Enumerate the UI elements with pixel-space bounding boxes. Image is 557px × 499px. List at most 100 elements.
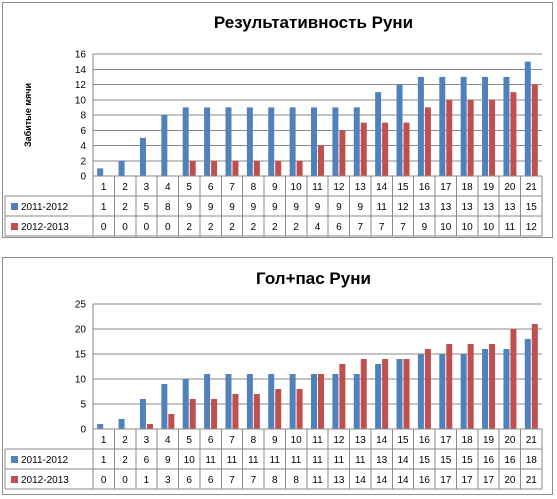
bar-2011-2012-9	[268, 107, 275, 176]
bar-2011-2012-1	[97, 168, 104, 176]
y-tick-label: 0	[80, 172, 86, 183]
x-tick-label: 10	[291, 435, 303, 446]
bar-2011-2012-19	[482, 349, 489, 429]
bar-2012-2013-11	[318, 374, 324, 429]
x-tick-label: 11	[312, 182, 323, 193]
data-label: 7	[251, 475, 257, 486]
data-label: 11	[312, 455, 323, 466]
x-tick-label: 21	[526, 182, 538, 193]
data-label: 1	[101, 455, 107, 466]
data-label: 7	[379, 222, 385, 233]
bar-2012-2013-15	[403, 122, 410, 176]
x-tick-label: 7	[229, 182, 235, 193]
chart-panel-goals-assists: Гол+пас Руни 0 5 10 15 20 25 1 2 3 4 5 6 7 8 9 10 11 12 13 1…	[2, 257, 553, 495]
x-tick-label: 16	[419, 182, 431, 193]
data-label: 11	[505, 222, 516, 233]
x-tick-label: 21	[526, 435, 538, 446]
bar-2012-2013-5	[189, 160, 196, 176]
data-label: 9	[186, 202, 192, 213]
bar-2012-2013-12	[339, 364, 346, 429]
data-label: 5	[144, 202, 150, 213]
x-tick-label: 20	[504, 182, 516, 193]
bar-2011-2012-21	[524, 61, 531, 176]
bar-2011-2012-15	[396, 84, 403, 176]
data-label: 13	[333, 475, 345, 486]
data-label: 9	[251, 202, 257, 213]
data-label: 9	[336, 202, 342, 213]
bar-2011-2012-17	[439, 354, 446, 429]
bar-2011-2012-6	[204, 374, 211, 429]
x-tick-label: 3	[144, 182, 150, 193]
x-tick-label: 6	[208, 435, 214, 446]
bar-2012-2013-4	[168, 414, 175, 429]
data-label: 11	[248, 455, 259, 466]
bar-2011-2012-12	[332, 107, 339, 176]
x-tick-label: 19	[483, 435, 495, 446]
bar-2012-2013-5	[189, 399, 196, 429]
data-label: 6	[144, 455, 150, 466]
x-tick-label: 5	[186, 435, 192, 446]
data-label: 8	[272, 475, 278, 486]
x-tick-label: 8	[251, 435, 257, 446]
data-label: 17	[440, 475, 452, 486]
bar-2011-2012-15	[396, 359, 403, 429]
data-label: 13	[483, 202, 495, 213]
data-label: 1	[144, 475, 150, 486]
data-label: 9	[208, 202, 214, 213]
bar-2012-2013-19	[489, 344, 496, 429]
x-tick-label: 11	[312, 435, 323, 446]
x-tick-label: 1	[101, 182, 107, 193]
bar-2012-2013-17	[446, 344, 453, 429]
bar-2011-2012-16	[417, 354, 424, 429]
bar-2011-2012-11	[311, 374, 317, 429]
bar-2012-2013-10	[296, 160, 303, 176]
x-tick-label: 15	[397, 435, 409, 446]
bar-2011-2012-20	[503, 76, 510, 176]
y-tick-label: 2	[80, 156, 86, 167]
bar-2011-2012-17	[439, 76, 446, 176]
y-tick-label: 4	[80, 141, 86, 152]
data-label: 6	[336, 222, 342, 233]
data-label: 0	[122, 222, 128, 233]
data-label: 3	[165, 475, 171, 486]
y-tick-label: 20	[75, 325, 87, 336]
bar-2012-2013-3	[146, 424, 153, 429]
data-label: 10	[184, 455, 196, 466]
data-label: 0	[165, 222, 171, 233]
data-label: 17	[462, 475, 474, 486]
bar-2012-2013-8	[253, 160, 260, 176]
x-tick-label: 12	[333, 435, 345, 446]
bar-2011-2012-14	[375, 92, 382, 176]
bar-2011-2012-13	[353, 374, 360, 429]
bar-2012-2013-21	[531, 324, 538, 429]
bar-2011-2012-5	[182, 107, 189, 176]
bar-2012-2013-15	[403, 359, 410, 429]
bar-2012-2013-10	[296, 389, 303, 429]
bar-2012-2013-6	[211, 399, 218, 429]
bar-2011-2012-21	[524, 339, 531, 429]
data-label: 9	[293, 202, 299, 213]
data-label: 2	[251, 222, 257, 233]
x-tick-label: 6	[208, 182, 214, 193]
x-tick-label: 2	[122, 182, 128, 193]
x-tick-label: 9	[272, 435, 278, 446]
x-tick-label: 12	[333, 182, 345, 193]
data-label: 11	[334, 455, 345, 466]
legend-label: 2012-2013	[21, 222, 69, 233]
bar-2012-2013-14	[382, 359, 389, 429]
legend-label: 2011-2012	[21, 202, 69, 213]
data-label: 16	[483, 455, 495, 466]
data-label: 13	[419, 202, 431, 213]
y-tick-label: 16	[75, 50, 87, 61]
x-tick-label: 13	[355, 182, 367, 193]
data-label: 10	[483, 222, 495, 233]
data-label: 1	[101, 202, 107, 213]
bar-2011-2012-8	[246, 107, 253, 176]
bar-2011-2012-4	[161, 115, 168, 176]
bar-2011-2012-19	[482, 76, 489, 176]
x-tick-label: 7	[229, 435, 235, 446]
x-tick-label: 2	[122, 435, 128, 446]
data-label: 9	[229, 202, 235, 213]
bar-2012-2013-18	[467, 99, 474, 176]
